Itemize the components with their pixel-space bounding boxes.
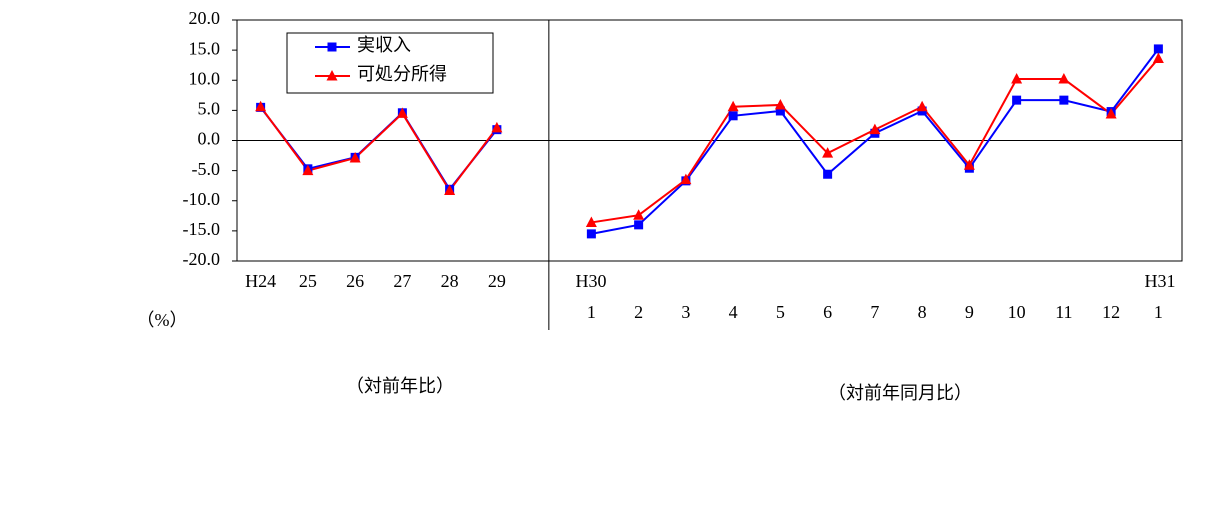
x-tick-label: 12 xyxy=(1102,302,1120,322)
legend-marker xyxy=(326,70,338,81)
data-point xyxy=(302,164,314,176)
data-point xyxy=(1012,95,1022,105)
data-point xyxy=(634,220,644,230)
x-tick-label: 1 xyxy=(1154,302,1163,322)
y-tick-label: 15.0 xyxy=(189,38,221,58)
data-point xyxy=(916,100,928,112)
era-label: H30 xyxy=(576,271,607,291)
data-point xyxy=(444,184,456,196)
legend-box xyxy=(286,32,494,94)
x-tick-label: 26 xyxy=(346,271,364,291)
section-label: （対前年比） xyxy=(346,376,454,396)
x-tick-label: 11 xyxy=(1055,302,1072,322)
x-tick-label: 9 xyxy=(965,302,974,322)
x-tick-label: 25 xyxy=(299,271,317,291)
data-point xyxy=(774,98,786,110)
data-point xyxy=(869,123,881,135)
x-tick-label: 6 xyxy=(823,302,832,322)
data-point xyxy=(1152,52,1164,64)
x-tick-label: 27 xyxy=(393,271,411,291)
data-point xyxy=(396,107,408,118)
x-tick-label: 1 xyxy=(587,302,596,322)
y-tick-label: 0.0 xyxy=(198,129,221,149)
data-point xyxy=(823,169,833,179)
y-tick-label: -20.0 xyxy=(183,249,221,269)
data-point xyxy=(255,100,267,112)
y-tick-label: -10.0 xyxy=(183,189,221,209)
data-point xyxy=(1011,73,1023,84)
data-point xyxy=(1059,95,1069,105)
x-tick-label: H24 xyxy=(245,271,276,291)
x-tick-label: 4 xyxy=(729,302,738,322)
y-tick-label: -15.0 xyxy=(183,219,221,239)
data-point xyxy=(633,209,645,220)
data-point xyxy=(775,106,785,116)
x-tick-label: 7 xyxy=(870,302,879,322)
data-point xyxy=(1153,44,1163,54)
legend-label: 実収入 xyxy=(357,35,411,55)
data-point xyxy=(680,173,692,185)
y-tick-label: 20.0 xyxy=(189,8,221,28)
data-point xyxy=(963,159,975,170)
y-tick-label: 10.0 xyxy=(189,68,221,88)
data-point xyxy=(1058,73,1070,84)
section-label: （対前年同月比） xyxy=(828,383,972,403)
x-tick-label: 5 xyxy=(776,302,785,322)
y-tick-label: -5.0 xyxy=(192,159,221,179)
data-point xyxy=(727,100,739,112)
x-tick-label: 29 xyxy=(488,271,506,291)
x-tick-label: 8 xyxy=(918,302,927,322)
data-point xyxy=(585,216,597,227)
x-tick-label: 28 xyxy=(441,271,459,291)
y-unit: （%） xyxy=(137,310,188,330)
legend-marker xyxy=(327,42,337,52)
legend-label: 可処分所得 xyxy=(357,64,447,84)
x-tick-label: 3 xyxy=(681,302,690,322)
data-point xyxy=(1105,107,1117,119)
data-point xyxy=(822,147,834,158)
data-point xyxy=(491,121,503,133)
era-label: H31 xyxy=(1145,271,1176,291)
y-tick-label: 5.0 xyxy=(198,99,221,119)
x-tick-label: 10 xyxy=(1008,302,1026,322)
data-point xyxy=(349,151,361,163)
x-tick-label: 2 xyxy=(634,302,643,322)
data-point xyxy=(586,229,596,239)
data-point xyxy=(728,111,738,121)
